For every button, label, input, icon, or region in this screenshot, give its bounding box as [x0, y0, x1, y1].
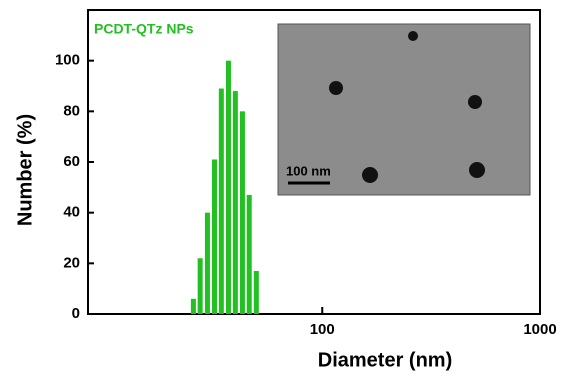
bar [233, 91, 238, 314]
particle [408, 31, 418, 41]
bar [219, 89, 224, 314]
bar [240, 111, 245, 314]
bar [198, 258, 203, 314]
particle [329, 81, 343, 95]
scale-label: 100 nm [286, 163, 331, 178]
particle [469, 162, 485, 178]
y-axis-label: Number (%) [14, 114, 36, 226]
tem-inset: 100 nm [278, 24, 530, 195]
y-tick-label: 100 [55, 52, 80, 69]
chart: 100 nm PCDT-QTz NPs Diameter (nm) Number… [0, 0, 563, 378]
bar [212, 159, 217, 314]
x-tick-label: 1000 [523, 321, 556, 338]
y-tick-label: 80 [63, 102, 80, 119]
y-tick-label: 0 [72, 305, 80, 322]
y-tick-label: 40 [63, 204, 80, 221]
bar [191, 299, 196, 314]
x-axis-label: Diameter (nm) [318, 349, 452, 371]
particle [362, 167, 378, 183]
bar [247, 195, 252, 314]
bar [205, 213, 210, 314]
y-tick-label: 20 [63, 254, 80, 271]
y-tick-label: 60 [63, 153, 80, 170]
bar [254, 271, 259, 314]
particle [468, 95, 482, 109]
x-tick-label: 100 [310, 321, 335, 338]
bar [226, 61, 231, 314]
legend-label: PCDT-QTz NPs [94, 21, 194, 37]
